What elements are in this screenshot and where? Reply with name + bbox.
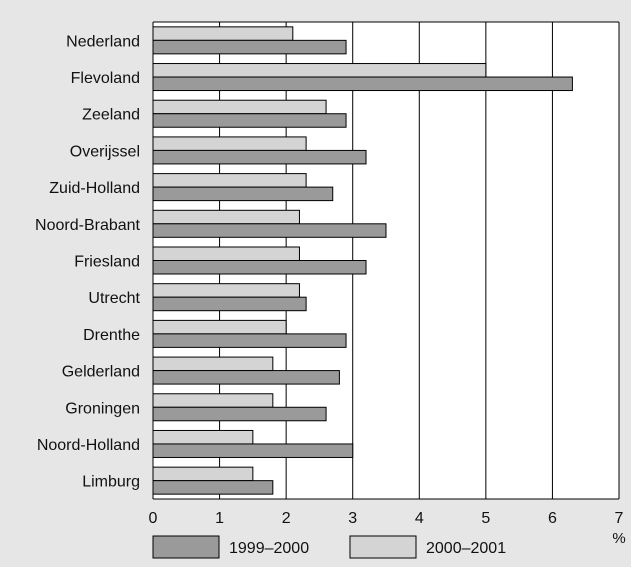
category-label: Zuid-Holland	[49, 180, 140, 197]
x-tick-label: 0	[149, 510, 158, 527]
bar-flevoland-2000-2001	[152, 63, 487, 78]
bar-groningen-2000-2001	[152, 393, 274, 408]
bar-friesland-2000-2001	[152, 246, 300, 261]
bar-zuid-holland-1999-2000	[152, 186, 334, 202]
bar-gelderland-1999-2000	[152, 370, 340, 385]
x-tick-label: 6	[548, 510, 557, 527]
x-tick-label: 4	[415, 510, 424, 527]
legend-swatch-1999-2000	[152, 535, 220, 559]
bar-limburg-2000-2001	[152, 466, 254, 482]
bar-noord-brabant-2000-2001	[152, 209, 300, 225]
category-label: Drenthe	[83, 327, 140, 344]
bar-noord-holland-1999-2000	[152, 443, 354, 458]
bar-friesland-1999-2000	[152, 260, 367, 275]
x-unit-label: %	[612, 530, 625, 547]
bar-nederland-2000-2001	[152, 26, 294, 41]
bars	[152, 26, 573, 495]
bar-nederland-1999-2000	[152, 39, 347, 55]
legend: 1999–2000 2000–2001	[152, 535, 506, 559]
category-label: Noord-Brabant	[35, 217, 141, 234]
category-labels: Nederland Flevoland Zeeland Overijssel Zuid-…	[35, 33, 141, 490]
bar-zuid-holland-2000-2001	[152, 173, 307, 188]
bar-limburg-1999-2000	[152, 480, 274, 495]
bar-utrecht-2000-2001	[152, 283, 300, 298]
category-label: Nederland	[66, 33, 140, 50]
x-tick-label: 2	[282, 510, 291, 527]
category-label: Flevoland	[71, 70, 140, 87]
bar-utrecht-1999-2000	[152, 296, 307, 312]
bar-zeeland-2000-2001	[152, 99, 327, 115]
category-label: Noord-Holland	[37, 437, 140, 454]
legend-label-2000-2001: 2000–2001	[426, 540, 506, 557]
bar-gelderland-2000-2001	[152, 356, 274, 372]
category-label: Overijssel	[70, 143, 140, 160]
category-label: Groningen	[65, 400, 140, 417]
legend-swatch-2000-2001	[349, 535, 417, 559]
x-axis-ticks: 0 1 2 3 4 5 6 7%	[149, 510, 626, 547]
category-label: Zeeland	[82, 107, 140, 124]
category-label: Friesland	[74, 254, 140, 271]
category-label: Utrecht	[88, 290, 140, 307]
x-tick-label: 5	[481, 510, 490, 527]
x-tick-label: 7	[615, 510, 624, 527]
bar-groningen-1999-2000	[152, 406, 327, 422]
bar-flevoland-1999-2000	[152, 76, 573, 92]
bar-noord-brabant-1999-2000	[152, 223, 387, 238]
x-tick-label: 3	[348, 510, 357, 527]
bar-drenthe-1999-2000	[152, 333, 347, 348]
bar-overijssel-2000-2001	[152, 136, 307, 151]
legend-label-1999-2000: 1999–2000	[229, 540, 309, 557]
bar-drenthe-2000-2001	[152, 319, 287, 335]
category-label: Gelderland	[62, 364, 140, 381]
x-tick-label: 1	[215, 510, 224, 527]
bar-noord-holland-2000-2001	[152, 429, 254, 445]
bar-overijssel-1999-2000	[152, 149, 367, 165]
category-label: Limburg	[82, 474, 140, 491]
bar-zeeland-1999-2000	[152, 113, 347, 128]
